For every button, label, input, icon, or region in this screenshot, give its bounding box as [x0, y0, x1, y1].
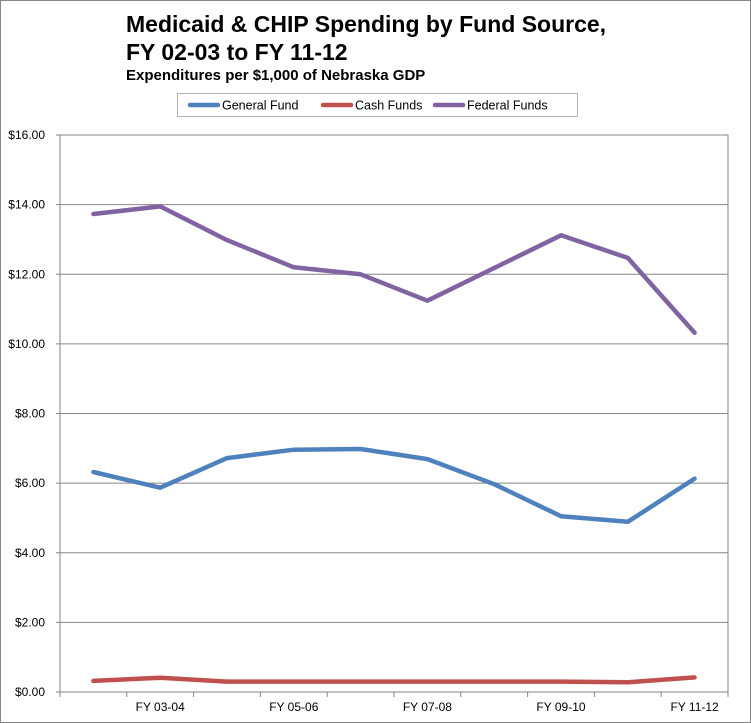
y-tick-label: $8.00	[15, 407, 45, 421]
plot-area	[59, 134, 729, 693]
legend-label-general-fund: General Fund	[222, 99, 298, 113]
cash-funds-line	[91, 675, 697, 685]
x-tick-label: FY 07-08	[403, 700, 452, 714]
y-tick-label: $0.00	[15, 685, 45, 699]
legend-label-cash-funds: Cash Funds	[355, 99, 422, 113]
y-tick-label: $6.00	[15, 476, 45, 490]
x-tick-label: FY 09-10	[536, 700, 585, 714]
federal-funds-line	[91, 204, 697, 335]
y-tick-label: $12.00	[8, 267, 45, 281]
legend-label-federal-funds: Federal Funds	[467, 99, 548, 113]
x-tick-label: FY 11-12	[670, 700, 719, 714]
x-tick-label: FY 05-06	[269, 700, 318, 714]
chart-title-line1: Medicaid & CHIP Spending by Fund Source,	[126, 11, 607, 37]
general-fund-line	[91, 446, 697, 525]
chart-title-line2: FY 02-03 to FY 11-12	[126, 39, 348, 65]
y-tick-label: $4.00	[15, 546, 45, 560]
legend: General Fund Cash Funds Federal Funds	[177, 93, 578, 117]
y-tick-label: $14.00	[8, 198, 45, 212]
chart-subtitle: Expenditures per $1,000 of Nebraska GDP	[126, 67, 426, 84]
y-tick-label: $10.00	[8, 337, 45, 351]
legend-graphic: General Fund Cash Funds Federal Funds	[187, 99, 548, 113]
x-tick-label: FY 03-04	[136, 700, 185, 714]
y-tick-label: $2.00	[15, 615, 45, 629]
y-tick-label: $16.00	[8, 128, 45, 142]
